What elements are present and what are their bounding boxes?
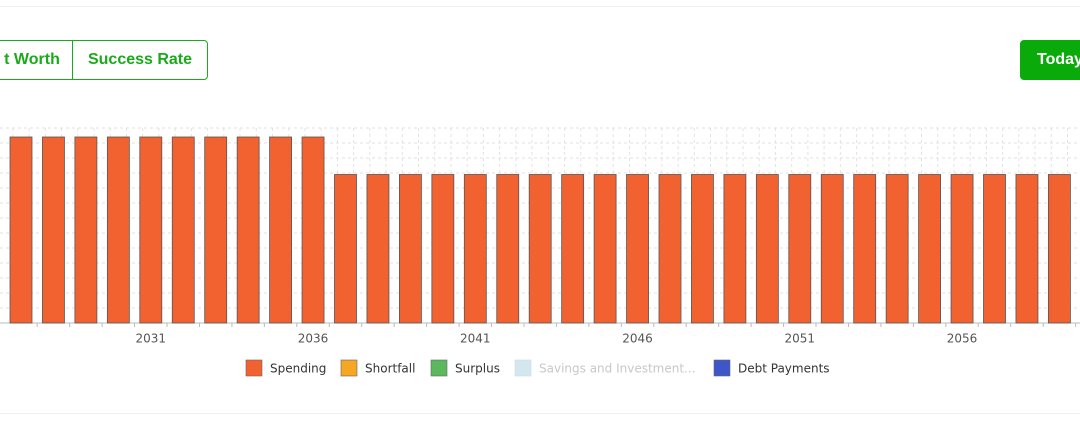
bar — [820, 174, 844, 324]
bar — [788, 174, 812, 324]
bottom-border — [0, 413, 1080, 414]
legend-swatch[interactable] — [713, 359, 731, 377]
bar — [918, 174, 941, 324]
bar — [755, 174, 779, 324]
bar — [301, 136, 325, 324]
legend-swatch[interactable] — [340, 359, 358, 377]
bar — [528, 174, 552, 324]
today-button[interactable]: Today — [1020, 40, 1080, 80]
legend-label[interactable]: Debt Payments — [738, 362, 830, 376]
net-worth-button[interactable]: t Worth — [0, 40, 73, 80]
bar — [106, 136, 130, 324]
x-tick-label: 2036 — [298, 332, 329, 346]
bar — [431, 174, 455, 324]
bar — [885, 174, 909, 324]
x-tick-label: 2031 — [136, 332, 167, 346]
bar — [366, 174, 390, 324]
bar — [74, 136, 98, 324]
bar — [171, 136, 195, 324]
bar — [658, 174, 682, 324]
bar — [561, 174, 585, 324]
x-tick-label: 2041 — [460, 332, 491, 346]
bar — [983, 174, 1006, 324]
legend-label[interactable]: Savings and Investment... — [539, 362, 696, 376]
bar — [593, 174, 617, 324]
bar — [950, 174, 974, 324]
x-tick-label: 2051 — [785, 332, 816, 346]
bar — [42, 136, 65, 324]
bar — [1015, 174, 1039, 324]
bar — [723, 174, 747, 324]
bar — [398, 174, 422, 324]
bar — [1048, 174, 1071, 324]
x-tick-label: 2046 — [622, 332, 653, 346]
legend-label[interactable]: Surplus — [455, 362, 500, 376]
x-tick-label: 2056 — [947, 332, 978, 346]
legend-swatch[interactable] — [514, 359, 532, 377]
bar — [334, 174, 357, 324]
bar — [496, 174, 520, 324]
bar — [269, 136, 293, 324]
legend-label[interactable]: Shortfall — [365, 362, 415, 376]
bar — [204, 136, 228, 324]
legend-swatch[interactable] — [430, 359, 448, 377]
bar — [9, 136, 33, 324]
bar — [853, 174, 877, 324]
legend-label[interactable]: Spending — [270, 362, 326, 376]
bar — [626, 174, 649, 324]
bar — [463, 174, 487, 324]
legend-swatch[interactable] — [245, 359, 263, 377]
bar — [236, 136, 260, 324]
bar — [691, 174, 714, 324]
success-rate-button[interactable]: Success Rate — [72, 40, 208, 80]
bar — [139, 136, 163, 324]
top-border — [0, 6, 1080, 7]
